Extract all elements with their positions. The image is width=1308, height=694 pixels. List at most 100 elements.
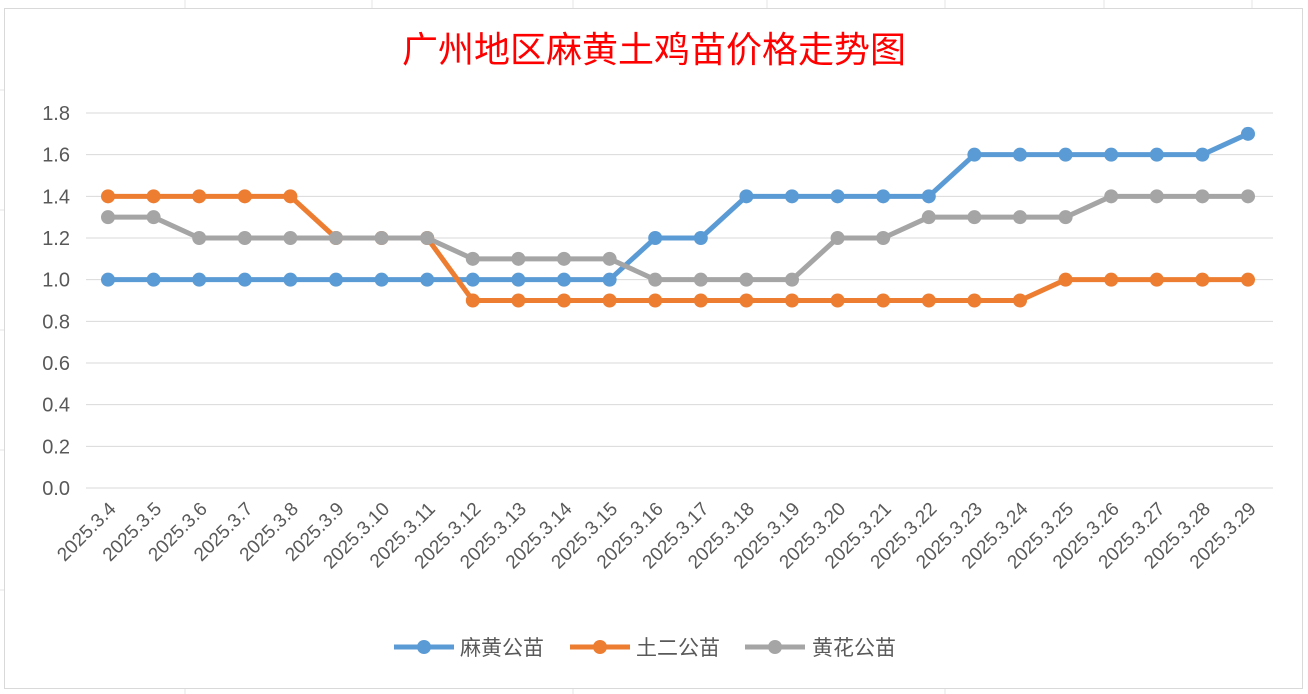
y-tick-label: 1.6 bbox=[42, 145, 70, 167]
data-point bbox=[648, 231, 663, 245]
data-point bbox=[739, 293, 754, 308]
legend-item-series-3: 黄花公苗 bbox=[745, 636, 896, 660]
data-point bbox=[192, 189, 207, 204]
data-point bbox=[1195, 272, 1210, 287]
data-point bbox=[1241, 272, 1255, 287]
series-line-2 bbox=[105, 193, 1251, 303]
data-point bbox=[101, 189, 115, 204]
data-point bbox=[1013, 293, 1027, 308]
chart-title: 广州地区麻黄土鸡苗价格走势图 bbox=[402, 30, 906, 71]
data-point bbox=[785, 189, 799, 204]
data-point bbox=[1241, 189, 1255, 204]
data-point bbox=[876, 293, 891, 308]
data-point bbox=[283, 272, 298, 287]
plot-area bbox=[101, 126, 1255, 308]
data-point bbox=[283, 189, 298, 204]
data-point bbox=[1013, 210, 1027, 225]
data-point bbox=[329, 231, 343, 245]
data-point bbox=[739, 272, 754, 287]
y-tick-label: 1.4 bbox=[42, 186, 70, 208]
y-tick-label: 0.0 bbox=[42, 478, 70, 500]
y-tick-label: 1.8 bbox=[42, 103, 70, 125]
data-point bbox=[237, 189, 252, 204]
data-point bbox=[146, 210, 161, 225]
data-point bbox=[967, 210, 982, 225]
data-point bbox=[557, 251, 571, 266]
data-point bbox=[1104, 189, 1119, 204]
data-point bbox=[921, 293, 936, 308]
legend-item-series-2: 土二公苗 bbox=[570, 636, 720, 660]
legend-marker-series-1 bbox=[417, 640, 431, 654]
data-point bbox=[785, 293, 799, 308]
series-line-1 bbox=[105, 131, 1251, 283]
data-point bbox=[146, 272, 161, 287]
data-point bbox=[329, 272, 343, 287]
data-point bbox=[1058, 147, 1073, 162]
data-point bbox=[876, 231, 891, 245]
data-point bbox=[693, 272, 708, 287]
data-point bbox=[830, 231, 845, 245]
legend-marker-series-2 bbox=[593, 640, 607, 654]
data-point bbox=[1195, 147, 1210, 162]
data-point bbox=[648, 272, 663, 287]
data-point bbox=[876, 189, 891, 204]
y-tick-label: 0.2 bbox=[42, 436, 70, 458]
chart-area bbox=[4, 8, 1303, 689]
data-point bbox=[693, 231, 708, 245]
series-3 bbox=[101, 189, 1255, 287]
data-point bbox=[237, 231, 252, 245]
y-tick-label: 1.2 bbox=[42, 228, 70, 250]
data-point bbox=[1104, 147, 1119, 162]
series-line-3 bbox=[105, 193, 1251, 283]
legend-label-series-1: 麻黄公苗 bbox=[460, 636, 544, 660]
data-point bbox=[237, 272, 252, 287]
data-point bbox=[511, 293, 526, 308]
data-point bbox=[192, 231, 207, 245]
data-point bbox=[1241, 126, 1255, 141]
data-point bbox=[374, 272, 389, 287]
legend: 麻黄公苗 土二公苗 黄花公苗 bbox=[394, 636, 896, 660]
data-point bbox=[921, 210, 936, 225]
data-point bbox=[1149, 272, 1164, 287]
data-point bbox=[511, 272, 526, 287]
data-point bbox=[557, 293, 571, 308]
data-point bbox=[1149, 147, 1164, 162]
data-point bbox=[693, 293, 708, 308]
data-point bbox=[283, 231, 298, 245]
data-point bbox=[602, 251, 617, 266]
data-point bbox=[146, 189, 161, 204]
y-tick-label: 0.6 bbox=[42, 353, 70, 375]
data-point bbox=[511, 251, 526, 266]
data-point bbox=[557, 272, 571, 287]
data-point bbox=[967, 147, 982, 162]
data-point bbox=[465, 293, 480, 308]
legend-item-series-1: 麻黄公苗 bbox=[394, 636, 544, 660]
legend-label-series-2: 土二公苗 bbox=[636, 636, 720, 660]
data-point bbox=[1149, 189, 1164, 204]
y-tick-label: 1.0 bbox=[42, 270, 70, 292]
legend-marker-series-3 bbox=[768, 640, 782, 654]
data-point bbox=[830, 293, 845, 308]
data-point bbox=[1013, 147, 1027, 162]
data-point bbox=[1058, 210, 1073, 225]
data-point bbox=[465, 272, 480, 287]
y-tick-label: 0.8 bbox=[42, 311, 70, 333]
series-1 bbox=[101, 126, 1255, 287]
data-point bbox=[192, 272, 207, 287]
legend-label-series-3: 黄花公苗 bbox=[812, 636, 896, 660]
data-point bbox=[967, 293, 982, 308]
data-point bbox=[420, 231, 435, 245]
data-point bbox=[465, 251, 480, 266]
data-point bbox=[739, 189, 754, 204]
data-point bbox=[648, 293, 663, 308]
data-point bbox=[420, 272, 435, 287]
data-point bbox=[921, 189, 936, 204]
data-point bbox=[374, 231, 389, 245]
y-axis: 0.0 0.2 0.4 0.6 0.8 1.0 1.2 1.4 1.6 1.8 bbox=[42, 103, 70, 500]
data-point bbox=[602, 272, 617, 287]
data-point bbox=[1058, 272, 1073, 287]
data-point bbox=[830, 189, 845, 204]
data-point bbox=[101, 272, 115, 287]
data-point bbox=[1104, 272, 1119, 287]
